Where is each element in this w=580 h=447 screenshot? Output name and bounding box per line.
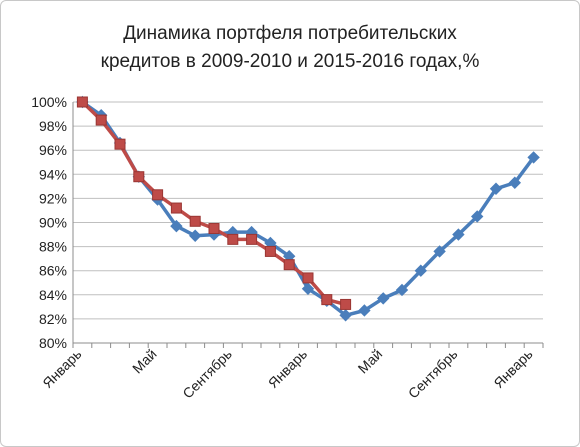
series-2-point (133, 171, 145, 183)
series-2-point (189, 215, 201, 227)
y-tick-label: 84% (39, 287, 67, 303)
series-1-point (527, 151, 540, 164)
chart-title-line-1: Динамика портфеля потребительских (123, 23, 457, 44)
y-tick-label: 88% (39, 239, 67, 255)
series-1 (76, 95, 540, 322)
y-tick-label: 100% (31, 94, 67, 110)
series-1-point (414, 264, 428, 277)
y-tick-label: 90% (39, 215, 67, 231)
series-1-point (508, 176, 522, 189)
series-2-point (152, 189, 164, 201)
series-2-point (340, 298, 352, 310)
y-tick-label: 82% (39, 311, 67, 327)
y-tick-label: 92% (39, 190, 67, 206)
series-2-point (302, 272, 314, 284)
series-1-point (395, 283, 409, 297)
series-2-point (170, 202, 182, 214)
x-tick-label: Май (355, 346, 386, 377)
series-2-point (114, 138, 126, 150)
x-tick-label: Сентябрь (179, 346, 235, 402)
series-2-point (321, 294, 333, 306)
series-1-point (188, 229, 202, 242)
y-tick-label: 80% (39, 335, 67, 351)
y-tick-label: 96% (39, 142, 67, 158)
series-1-point (301, 282, 315, 295)
series-1-point (358, 304, 371, 317)
series-2-point (227, 233, 239, 245)
series-1-point (489, 182, 503, 195)
series-2-point (208, 223, 220, 235)
series-2-point (95, 114, 107, 126)
series-1-point (452, 228, 465, 241)
x-tick-label: Сентябрь (405, 346, 461, 402)
x-tick-label: Январь (490, 346, 535, 391)
y-tick-label: 86% (39, 263, 67, 279)
y-axis: 80% 82% 84% 86% 88% 90% 92% 94% 96% 98% 100% (31, 94, 74, 351)
x-tick-label: Январь (39, 346, 84, 391)
series-1-point (170, 219, 183, 233)
series-2-point (246, 233, 258, 245)
series-2-point (283, 259, 295, 271)
series-2 (76, 96, 352, 310)
series-1-point (470, 210, 484, 223)
x-tick-label: Январь (265, 346, 310, 391)
y-tick-label: 98% (39, 118, 67, 134)
series-1-point (339, 309, 352, 322)
series-1-point (433, 245, 446, 258)
series-layer (76, 95, 540, 322)
x-tick-label: Май (129, 346, 160, 377)
series-2-point (76, 96, 88, 108)
chart-title: Динамика портфеля потребительских кредит… (40, 20, 540, 76)
series-1-point (376, 292, 390, 305)
y-tick-label: 94% (39, 166, 67, 182)
series-2-point (264, 245, 276, 257)
chart-title-line-2: кредитов в 2009-2010 и 2015-2016 годах,% (100, 51, 480, 72)
x-axis: Январь Май Сентябрь Январь Май Сентябрь Январь (39, 342, 544, 402)
